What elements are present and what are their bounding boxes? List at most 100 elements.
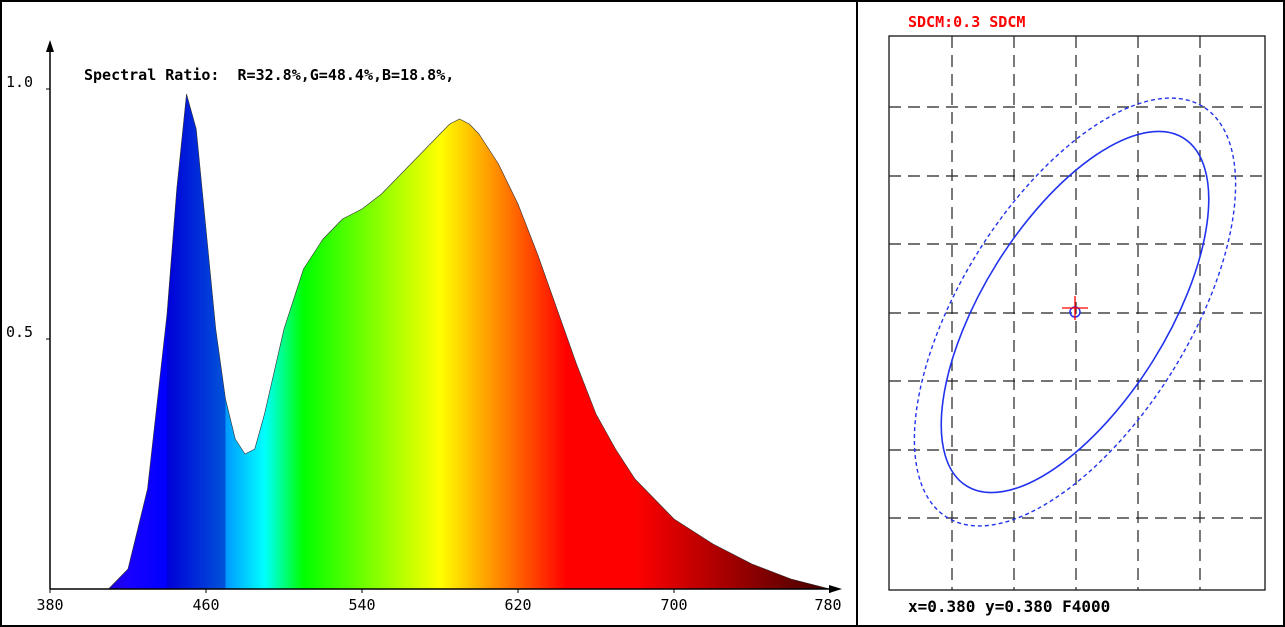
spectrum-slice — [283, 94, 285, 589]
spectrum-slice — [700, 94, 702, 589]
spectrum-slice — [189, 94, 191, 589]
spectrum-slice — [715, 94, 718, 589]
spectrum-slice — [296, 94, 299, 589]
spectrum-slice — [533, 94, 536, 589]
spectrum-slice — [58, 94, 61, 589]
spectrum-slice — [404, 94, 407, 589]
spectrum-fill — [50, 94, 830, 589]
spectrum-slice — [463, 94, 465, 589]
spectrum-slice — [713, 94, 716, 589]
spectrum-slice — [722, 94, 725, 589]
spectrum-slice — [437, 94, 439, 589]
spectrum-slice — [326, 94, 329, 589]
spectrum-slice — [673, 94, 675, 589]
spectrum-slice — [562, 94, 565, 589]
spectrum-slice — [818, 94, 820, 589]
spectrum-slice — [771, 94, 774, 589]
spectrum-slice — [92, 94, 95, 589]
spectrum-slice — [357, 94, 359, 589]
spectrum-slice — [503, 94, 505, 589]
spectrum-slice — [106, 94, 109, 589]
spectrum-slice — [810, 94, 813, 589]
spectrum-slice — [756, 94, 759, 589]
spectrum-slice — [358, 94, 360, 589]
spectrum-slice — [825, 94, 827, 589]
spectrum-slice — [184, 94, 187, 589]
spectrum-slice — [170, 94, 173, 589]
spectrum-slice — [513, 94, 515, 589]
spectrum-slice — [310, 94, 312, 589]
spectrum-slice — [454, 94, 457, 589]
spectrum-slice — [350, 94, 352, 589]
spectrum-slice — [753, 94, 756, 589]
spectrum-slice — [119, 94, 121, 589]
spectrum-slice — [120, 94, 122, 589]
spectrum-slice — [427, 94, 429, 589]
spectrum-slice — [719, 94, 722, 589]
spectrum-slice — [215, 94, 218, 589]
spectrum-slice — [523, 94, 526, 589]
spectrum-slice — [759, 94, 762, 589]
spectrum-slice — [500, 94, 503, 589]
spectrum-slice — [195, 94, 197, 589]
spectrum-slice — [323, 94, 326, 589]
spectrum-slice — [208, 94, 211, 589]
spectrum-slice — [556, 94, 558, 589]
spectrum-slice — [441, 94, 444, 589]
spectrum-slice — [401, 94, 404, 589]
spectrum-slice — [817, 94, 819, 589]
spectrum-slice — [194, 94, 196, 589]
spectrum-slice — [457, 94, 460, 589]
spectrum-slice — [113, 94, 115, 589]
spectrum-slice — [690, 94, 693, 589]
spectrum-slice — [115, 94, 117, 589]
spectrum-slice — [497, 94, 500, 589]
spectrum-slice — [197, 94, 199, 589]
spectrum-slice — [777, 94, 779, 589]
spectrum-slice — [434, 94, 436, 589]
spectrum-slice — [118, 94, 120, 589]
spectrum-slice — [333, 94, 336, 589]
spectrum-slice — [760, 94, 763, 589]
spectrum-slice — [520, 94, 523, 589]
spectrum-slice — [353, 94, 355, 589]
spectrum-slice — [686, 94, 689, 589]
spectrum-slice — [809, 94, 812, 589]
spectrum-slice — [765, 94, 768, 589]
spectrum-slice — [166, 94, 168, 589]
spectrum-slice — [203, 94, 205, 589]
spectrum-slice — [77, 94, 79, 589]
spectrum-slice — [346, 94, 348, 589]
spectrum-slice — [293, 94, 296, 589]
spectrum-slice — [462, 94, 464, 589]
spectrum-slice — [480, 94, 483, 589]
spectrum-slice — [509, 94, 511, 589]
spectrum-slice — [447, 94, 450, 589]
spectrum-slice — [207, 94, 210, 589]
spectrum-slice — [729, 94, 732, 589]
spectrum-slice — [402, 94, 405, 589]
spectrum-slice — [512, 94, 514, 589]
spectrum-slice — [388, 94, 390, 589]
spectrum-slice — [309, 94, 311, 589]
spectrum-slice — [317, 94, 319, 589]
spectrum-slice — [138, 94, 141, 589]
spectrum-slice — [408, 94, 411, 589]
spectrum-slice — [473, 94, 475, 589]
spectrum-slice — [456, 94, 459, 589]
spectrum-slice — [304, 94, 307, 589]
spectrum-slice — [405, 94, 408, 589]
spectrum-slice — [360, 94, 362, 589]
spectrum-slice — [108, 94, 111, 589]
spectrum-slice — [362, 94, 365, 589]
spectrum-slice — [474, 94, 476, 589]
y-tick-label: 0.5 — [6, 323, 33, 341]
spectrum-slice — [731, 94, 734, 589]
spectrum-slice — [172, 94, 175, 589]
spectrum-slice — [493, 94, 496, 589]
spectrum-slice — [374, 94, 377, 589]
x-tick-label: 380 — [36, 596, 63, 614]
spectrum-slice — [84, 94, 86, 589]
spectrum-slice — [211, 94, 214, 589]
spectrum-slice — [794, 94, 797, 589]
